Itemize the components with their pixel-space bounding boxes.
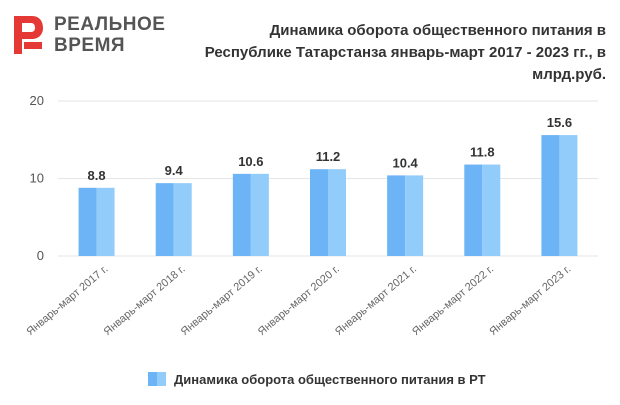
y-tick-label: 20 (30, 93, 44, 108)
brand-logo: РЕАЛЬНОЕ ВРЕМЯ (10, 12, 180, 60)
brand-logo-icon (14, 16, 43, 54)
bar-left-half (155, 183, 174, 256)
bar-right-half (405, 175, 424, 256)
chart-title: Динамика оборота общественного питания в… (204, 22, 606, 83)
data-label: 8.8 (88, 168, 106, 183)
bar-left-half (232, 173, 251, 256)
bar-left-half (310, 169, 328, 256)
data-label: 10.6 (238, 154, 263, 169)
x-tick-label: Январь-март 2019 г. (179, 263, 265, 338)
brand-name-line1: РЕАЛЬНОЕ (54, 14, 166, 35)
x-tick-label: Январь-март 2022 г. (410, 263, 496, 338)
y-tick-label: 10 (30, 171, 44, 186)
bar-right-half (559, 135, 578, 256)
legend-swatch (148, 372, 166, 386)
bar-right-half (96, 187, 115, 256)
x-tick-label: Январь-март 2017 г. (24, 263, 110, 338)
bar-left-half (541, 135, 560, 256)
x-tick-label: Январь-март 2021 г. (333, 263, 419, 338)
chart-legend: Динамика оборота общественного питания в… (148, 370, 486, 388)
bar-left-half (387, 175, 406, 256)
data-label: 11.8 (470, 145, 495, 160)
data-label: 9.4 (165, 163, 184, 178)
data-label: 10.4 (392, 155, 418, 170)
data-label: 15.6 (547, 115, 572, 130)
y-tick-label: 0 (37, 248, 44, 263)
x-tick-label: Январь-март 2023 г. (487, 263, 573, 338)
x-tick-label: Январь-март 2020 г. (256, 263, 342, 338)
x-tick-label: Январь-март 2018 г. (102, 263, 188, 338)
bar-right-half (250, 173, 269, 256)
data-label: 11.2 (316, 149, 341, 164)
bar-left-half (464, 164, 483, 256)
legend-label: Динамика оборота общественного питания в… (174, 371, 486, 387)
bar-left-half (78, 187, 97, 256)
bar-right-half (173, 183, 192, 256)
brand-name-line2: ВРЕМЯ (54, 35, 126, 56)
bar-right-half (482, 164, 501, 256)
bar-right-half (328, 169, 346, 256)
